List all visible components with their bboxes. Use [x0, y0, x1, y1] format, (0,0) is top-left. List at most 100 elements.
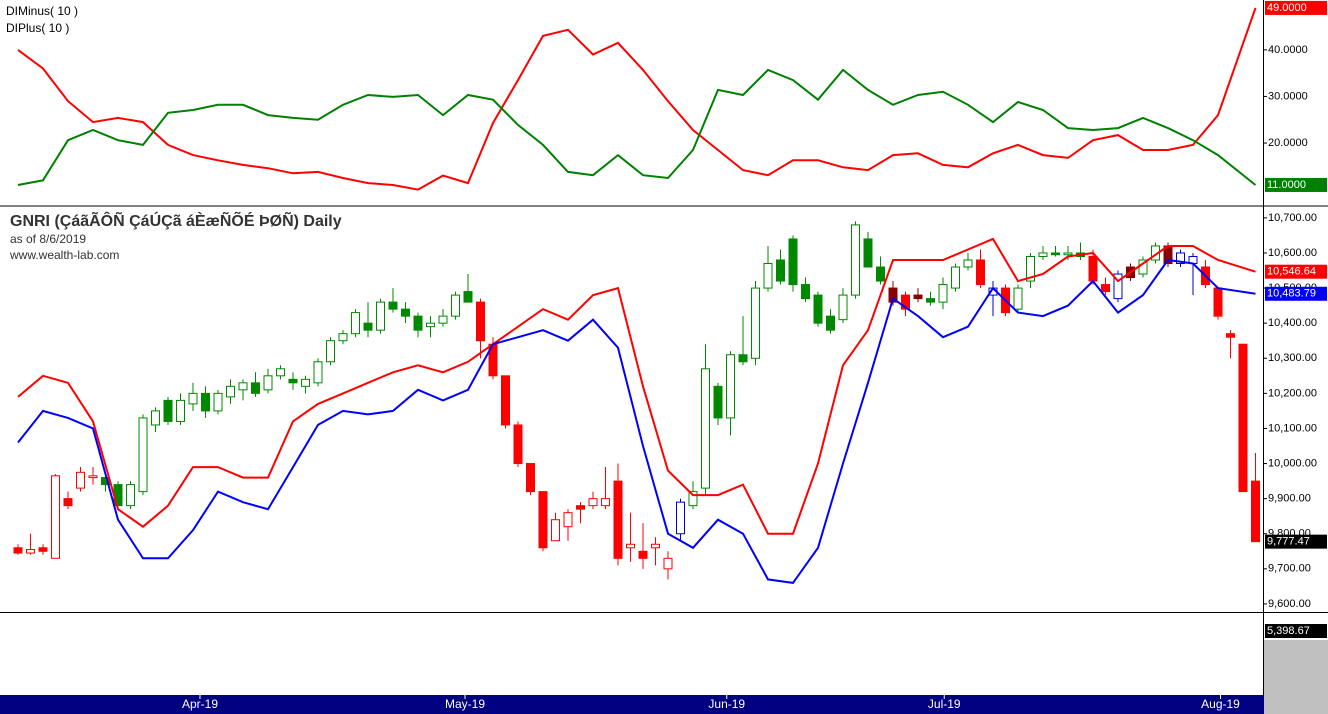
- candle-body: [213, 392, 223, 412]
- lower-pane-label: 5,398.67: [1267, 625, 1310, 637]
- last-value-label: 11.0000: [1267, 179, 1306, 191]
- candle-body: [326, 340, 335, 363]
- candle-body: [1238, 343, 1248, 493]
- last-value-box: [1265, 0, 1327, 15]
- candle-body: [676, 501, 685, 535]
- candle-body: [851, 224, 860, 296]
- x-tick-label: Jun-19: [708, 697, 745, 711]
- last-value-label: 10,546.64: [1267, 266, 1316, 278]
- candle-body: [826, 315, 835, 331]
- candle-body: [526, 463, 535, 493]
- candle-body: [1176, 252, 1185, 265]
- x-tick-label: Jul-19: [928, 697, 961, 711]
- candle-body: [588, 498, 598, 507]
- candle-body: [1113, 273, 1123, 300]
- candle-body: [813, 294, 823, 324]
- candle-body: [951, 266, 960, 289]
- candle-body: [163, 399, 173, 422]
- candle-body: [763, 263, 773, 289]
- y-tick-label: 10,700.00: [1268, 212, 1317, 224]
- y-tick-label: 10,200.00: [1268, 387, 1317, 399]
- candle-body: [176, 399, 185, 422]
- candle-body: [601, 498, 610, 507]
- candle-body: [513, 424, 523, 465]
- candle-body: [313, 361, 323, 384]
- candle-body: [501, 375, 510, 426]
- series-line: [17, 258, 1256, 584]
- y-tick-label: 10,400.00: [1268, 317, 1317, 329]
- candle-body: [126, 484, 135, 507]
- y-tick-label: 10,100.00: [1268, 422, 1317, 434]
- candle-body: [138, 417, 148, 493]
- candle-body: [88, 475, 98, 479]
- candle-body: [1051, 252, 1060, 256]
- candle-body: [801, 284, 810, 300]
- x-axis-bar: [0, 695, 1264, 714]
- last-value-box: [1265, 286, 1327, 301]
- candle-body: [538, 491, 548, 549]
- candle-body: [663, 557, 673, 570]
- y-tick-label: 10,600.00: [1268, 247, 1317, 259]
- candle-body: [926, 298, 935, 303]
- candle-body: [201, 392, 210, 412]
- x-tick-label: Apr-19: [182, 697, 218, 711]
- candle-body: [1101, 284, 1110, 293]
- x-tick-label: Aug-19: [1201, 697, 1240, 711]
- corner: [1264, 640, 1328, 714]
- candle-body: [726, 354, 735, 419]
- candle-body: [626, 543, 635, 549]
- candle-body: [563, 512, 573, 528]
- candle-body: [13, 547, 23, 554]
- candle-body: [376, 301, 385, 331]
- candle-body: [776, 259, 785, 282]
- last-value-label: 10,483.79: [1267, 288, 1316, 300]
- candle-body: [238, 382, 248, 391]
- candle-body: [1251, 480, 1260, 543]
- candle-body: [276, 368, 285, 377]
- candle-body: [551, 519, 560, 542]
- candle-body: [451, 294, 460, 317]
- candle-body: [963, 259, 973, 268]
- candle-body: [288, 378, 298, 384]
- candle-body: [1213, 287, 1223, 317]
- chart-title: GNRI (ÇáãÃÔÑ ÇáÚÇã áÈæÑÕÉ ÞØÑ) Daily: [10, 210, 342, 230]
- candle-body: [301, 378, 310, 387]
- candle-body: [863, 238, 873, 268]
- candle-body: [1088, 255, 1098, 282]
- candle-body: [438, 315, 448, 324]
- candle-body: [1013, 287, 1023, 310]
- candle-body: [1038, 252, 1048, 257]
- candle-body: [651, 543, 660, 549]
- y-tick-label: 9,900.00: [1268, 493, 1311, 505]
- candle-body: [938, 284, 948, 303]
- candle-body: [576, 505, 585, 510]
- y-tick-label: 9,700.00: [1268, 563, 1311, 575]
- candle-body: [76, 471, 85, 489]
- y-tick-label: 30.0000: [1268, 90, 1308, 102]
- last-value-label: 9,777.47: [1267, 536, 1310, 548]
- candle-body: [226, 385, 235, 398]
- candle-body: [351, 312, 360, 335]
- y-tick-label: 10,300.00: [1268, 352, 1317, 364]
- candle-body: [876, 266, 885, 282]
- legend-entry: DIMinus( 10 ): [6, 4, 78, 18]
- candle-body: [38, 547, 48, 552]
- candle-body: [751, 287, 760, 359]
- candle-body: [838, 294, 848, 321]
- candle-body: [713, 385, 723, 419]
- candle-body: [1026, 255, 1035, 282]
- candle-body: [63, 498, 73, 507]
- last-value-box: [1265, 264, 1327, 279]
- legend-entry: DIPlus( 10 ): [6, 21, 69, 35]
- x-tick-label: May-19: [445, 697, 485, 711]
- last-value-label: 49.0000: [1267, 2, 1307, 14]
- candle-body: [388, 301, 398, 310]
- candle-body: [413, 315, 423, 331]
- candle-body: [263, 375, 273, 391]
- candle-body: [638, 550, 648, 559]
- subtitle: as of 8/6/2019: [10, 232, 86, 246]
- candle-body: [476, 301, 485, 342]
- candle-body: [363, 322, 373, 331]
